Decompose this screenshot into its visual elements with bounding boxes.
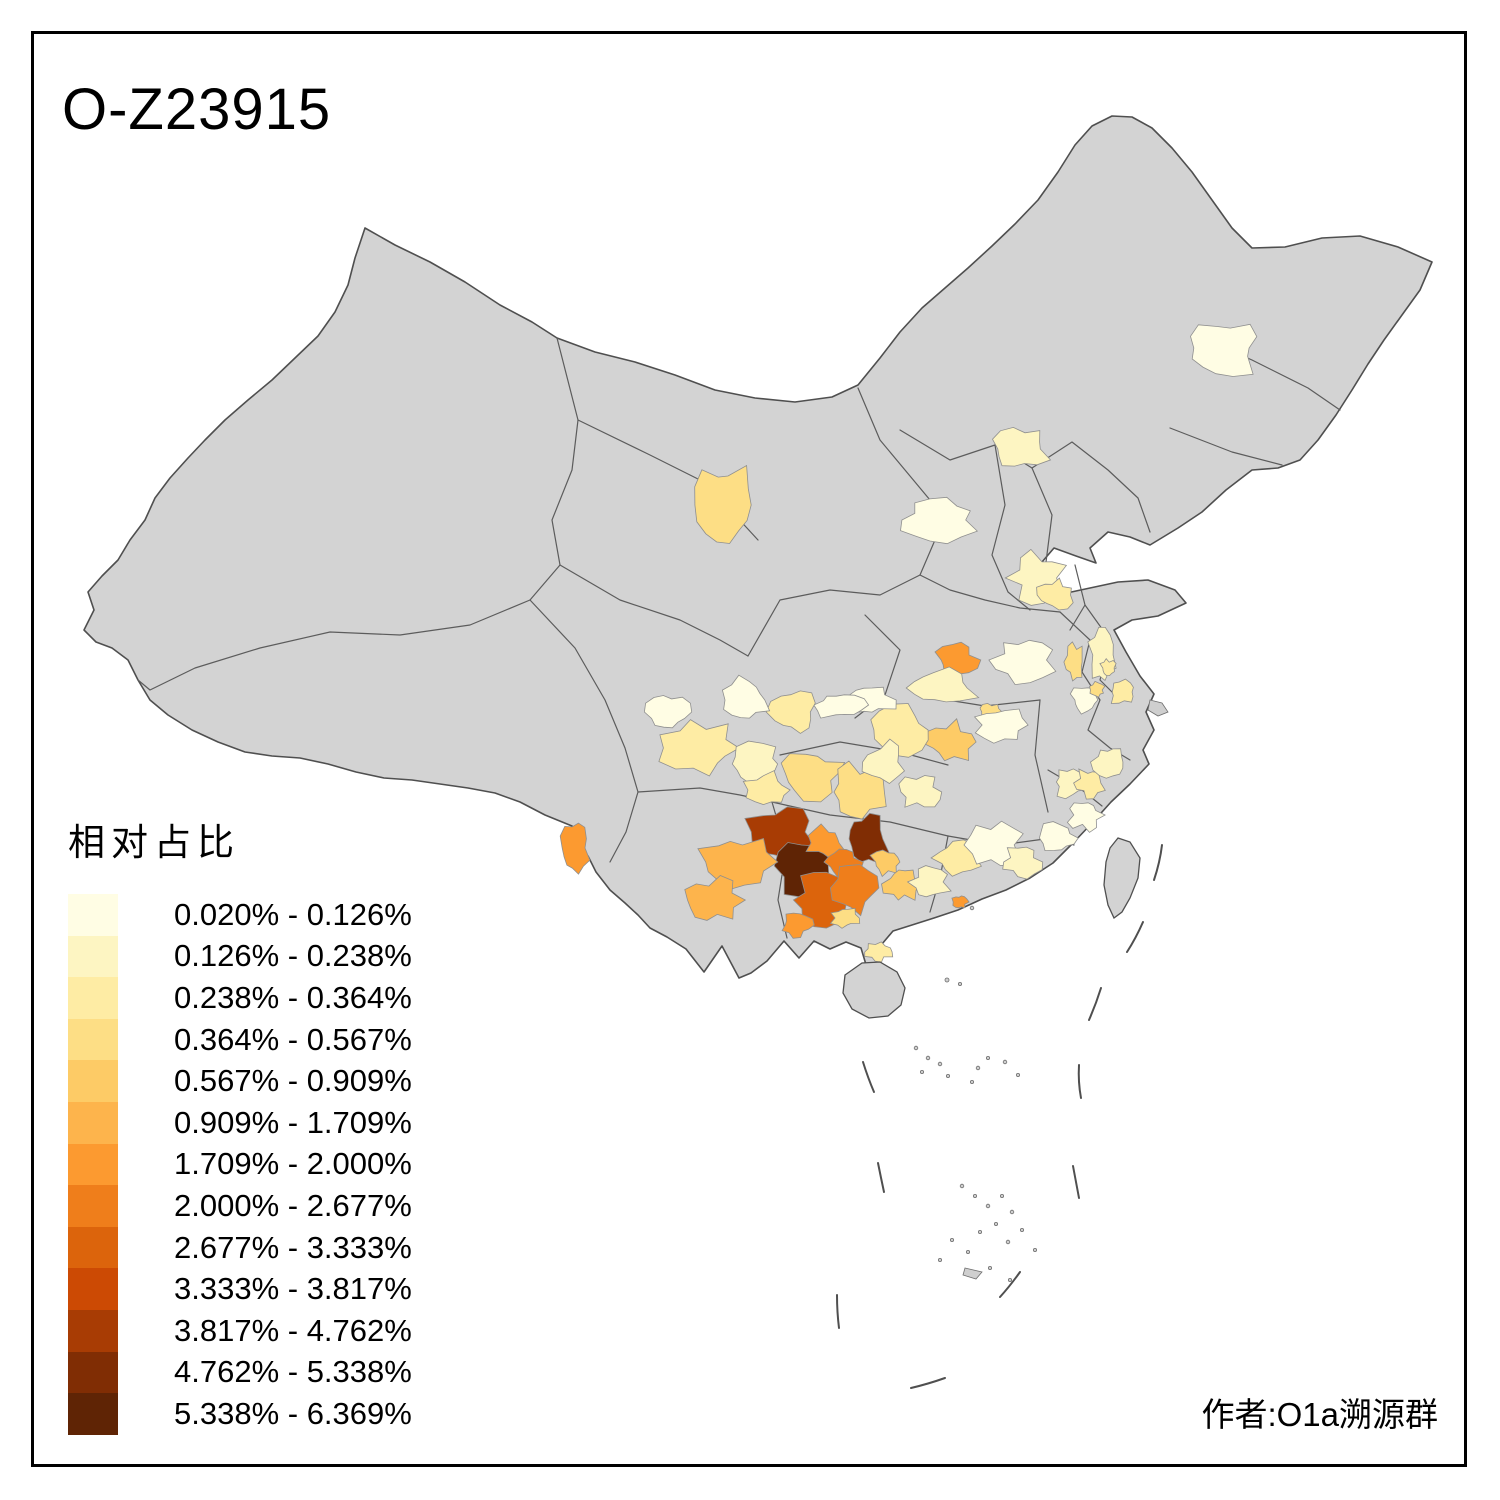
legend-rows: 0.020% - 0.126% 0.126% - 0.238% 0.238% - 0…	[68, 894, 412, 1435]
legend-label: 3.817% - 4.762%	[174, 1312, 412, 1348]
map-region	[780, 753, 846, 803]
map-region	[721, 674, 771, 719]
legend-swatch	[68, 1018, 118, 1061]
page-title: O-Z23915	[62, 77, 332, 142]
legend-label: 0.020% - 0.126%	[174, 896, 412, 932]
legend-label: 0.126% - 0.238%	[174, 938, 412, 974]
legend-swatch	[68, 1309, 118, 1352]
map-region	[992, 426, 1052, 467]
map-region	[1099, 658, 1117, 676]
map-region	[658, 719, 740, 777]
map-region	[1063, 641, 1083, 682]
map-region	[1089, 680, 1106, 698]
map-region	[697, 837, 779, 891]
map-region	[742, 770, 791, 806]
legend-label: 0.909% - 1.709%	[174, 1104, 412, 1140]
legend-row: 1.709% - 2.000%	[68, 1143, 412, 1186]
map-region	[559, 822, 591, 875]
legend-swatch	[68, 1226, 118, 1269]
map-region	[988, 639, 1057, 686]
islands	[842, 699, 1169, 1280]
legend-title: 相对占比	[68, 822, 240, 863]
legend-row: 3.817% - 4.762%	[68, 1309, 412, 1352]
map-region	[906, 865, 952, 898]
legend-swatch	[68, 1393, 118, 1435]
legend: 相对占比 0.020% - 0.126% 0.126% - 0.238% 0.238…	[68, 812, 412, 1435]
legend-label: 0.567% - 0.909%	[174, 1063, 412, 1099]
map-region	[694, 464, 752, 544]
legend-row: 0.567% - 0.909%	[68, 1060, 412, 1102]
legend-row: 2.000% - 2.677%	[68, 1185, 412, 1227]
legend-label: 4.762% - 5.338%	[174, 1354, 412, 1390]
map-region	[951, 895, 970, 909]
map-region	[881, 869, 919, 901]
map-region	[1002, 846, 1044, 880]
map-region	[829, 907, 861, 929]
choropleth-regions	[559, 323, 1258, 963]
map-region	[643, 695, 693, 729]
legend-label: 2.000% - 2.677%	[174, 1187, 412, 1223]
map-region	[1190, 323, 1258, 377]
legend-row: 0.126% - 0.238%	[68, 935, 412, 978]
map-region	[898, 775, 943, 808]
sea-islets	[913, 905, 1038, 1283]
legend-row: 0.909% - 1.709%	[68, 1101, 412, 1144]
legend-swatch	[68, 1351, 118, 1394]
legend-label: 3.333% - 3.817%	[174, 1271, 412, 1307]
map-region	[869, 849, 901, 878]
map-region	[864, 941, 894, 963]
legend-row: 0.020% - 0.126%	[68, 894, 412, 936]
taiwan-island	[1103, 837, 1141, 920]
legend-swatch	[68, 1060, 118, 1102]
map-region	[900, 496, 979, 545]
legend-row: 4.762% - 5.338%	[68, 1351, 412, 1394]
legend-label: 0.238% - 0.364%	[174, 979, 412, 1015]
nine-dash-line	[836, 844, 1163, 1389]
legend-row: 2.677% - 3.333%	[68, 1226, 412, 1269]
map-region	[905, 666, 980, 703]
attribution: 作者:O1a溯源群	[1201, 1396, 1438, 1433]
legend-row: 0.364% - 0.567%	[68, 1018, 412, 1061]
map-region	[684, 875, 747, 921]
legend-swatch	[68, 1101, 118, 1144]
map-region	[861, 738, 906, 784]
map-region	[765, 690, 816, 734]
map-region	[973, 708, 1029, 744]
legend-label: 2.677% - 3.333%	[174, 1229, 412, 1265]
map-region	[829, 864, 880, 917]
map-region	[781, 912, 815, 939]
legend-swatch	[68, 977, 118, 1019]
hainan-island	[842, 961, 906, 1019]
legend-swatch	[68, 894, 118, 936]
map-region	[1066, 802, 1106, 833]
map-region	[1090, 748, 1124, 779]
legend-swatch	[68, 1185, 118, 1227]
legend-label: 1.709% - 2.000%	[174, 1146, 412, 1182]
legend-row: 3.333% - 3.817%	[68, 1268, 412, 1310]
legend-swatch	[68, 1143, 118, 1186]
map-region	[1038, 821, 1079, 852]
legend-swatch	[68, 935, 118, 978]
legend-row: 0.238% - 0.364%	[68, 977, 412, 1019]
legend-swatch	[68, 1268, 118, 1310]
legend-label: 5.338% - 6.369%	[174, 1395, 412, 1431]
legend-row: 5.338% - 6.369%	[68, 1393, 412, 1435]
legend-label: 0.364% - 0.567%	[174, 1021, 412, 1057]
map-region	[1110, 678, 1134, 704]
map-region	[1036, 577, 1074, 611]
